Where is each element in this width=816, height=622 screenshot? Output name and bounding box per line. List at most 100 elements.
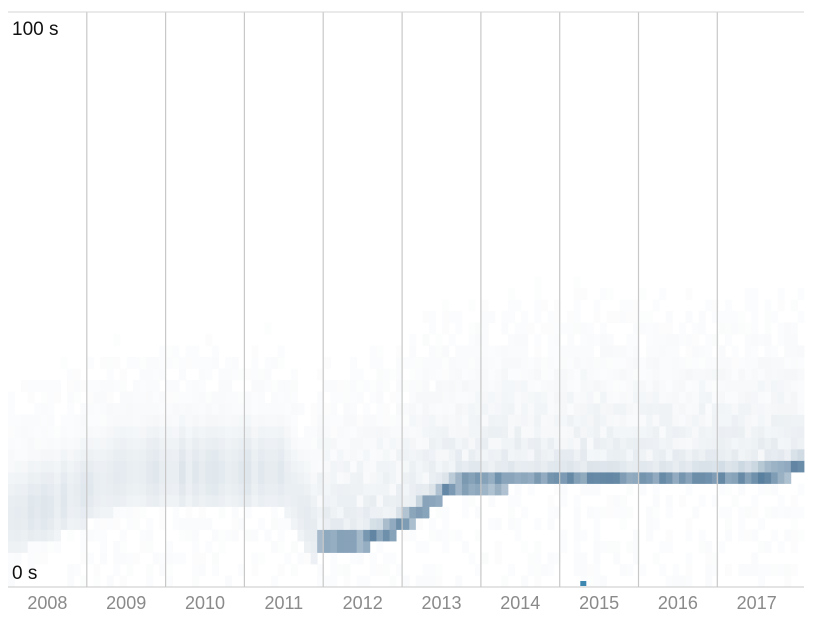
heatmap-cell [514,403,522,415]
heatmap-cell [652,368,660,381]
heatmap-cell [580,288,588,300]
heatmap-cell [330,426,338,438]
heatmap-cell [323,575,331,588]
heatmap-cell [757,541,765,553]
heatmap-cell [501,483,509,496]
heatmap-cell [619,518,627,530]
heatmap-cell [692,472,700,484]
heatmap-cell [481,552,489,565]
heatmap-cell [422,426,430,438]
heatmap-cell [659,426,667,438]
heatmap-cell [297,518,305,530]
heatmap-cell [646,334,654,346]
heatmap-cell [468,380,476,392]
heatmap-cell [613,426,621,438]
heatmap-cell [211,483,219,496]
heatmap-cell [606,414,614,427]
heatmap-cell [692,391,700,404]
heatmap-cell [205,426,213,438]
heatmap-cell [231,449,239,461]
heatmap-cell [777,564,785,576]
heatmap-cell [751,472,759,484]
heatmap-cell [586,403,594,415]
heatmap-cell [54,518,62,530]
heatmap-cell [317,575,325,588]
heatmap-cell [264,368,272,381]
heatmap-cell [560,368,568,381]
heatmap-cell [698,414,706,427]
heatmap-cell [218,414,226,427]
heatmap-cell [606,460,614,473]
heatmap-cell [350,449,358,461]
heatmap-cell [113,426,121,438]
heatmap-cell [659,460,667,473]
heatmap-cell [93,564,101,576]
heatmap-cell [606,334,614,346]
heatmap-cell [455,460,463,473]
heatmap-cell [415,518,423,530]
heatmap-cell [192,403,200,415]
heatmap-cell [185,380,193,392]
heatmap-cell [284,483,292,496]
heatmap-cell [646,391,654,404]
heatmap-cell [139,495,147,507]
heatmap-cell [725,299,733,312]
heatmap-cell [488,472,496,484]
heatmap-cell [468,357,476,369]
heatmap-cell [679,391,686,404]
heatmap-cell [422,380,430,392]
heatmap-cell [527,357,535,369]
heatmap-cell [264,483,272,496]
heatmap-cell [514,437,522,450]
heatmap-cell [40,426,48,438]
heatmap-cell [192,472,200,484]
heatmap-cell [205,414,213,427]
heatmap-cell [198,426,206,438]
heatmap-cell [415,391,423,404]
heatmap-cell [547,437,555,450]
heatmap-cell [613,472,621,484]
heatmap-cell [93,518,101,530]
heatmap-cell [435,391,443,404]
heatmap-cell [244,529,252,542]
heatmap-cell [679,437,686,450]
heatmap-cell [396,449,404,461]
heatmap-cell [179,414,187,427]
heatmap-cell [665,322,673,335]
heatmap-cell [738,403,746,415]
heatmap-cell [60,495,68,507]
heatmap-cell [198,552,206,565]
heatmap-cell [350,403,358,415]
heatmap-cell [376,529,384,542]
heatmap-cell [304,460,312,473]
heatmap-cell [350,529,358,542]
heatmap-cell [665,472,673,484]
heatmap-cell [152,495,160,507]
heatmap-cell [672,345,680,358]
heatmap-cell [54,495,62,507]
heatmap-cell [679,403,686,415]
heatmap-cell [100,529,108,542]
heatmap-cell [8,483,15,496]
heatmap-cell [777,414,785,427]
heatmap-cell [659,541,667,553]
heatmap-cell [422,391,430,404]
heatmap-cell [192,529,200,542]
outlier-points [580,581,587,586]
heatmap-cell [593,483,601,496]
heatmap-cell [363,518,371,530]
heatmap-cell [21,437,29,450]
heatmap-cell [179,368,187,381]
heatmap-cell [514,529,522,542]
heatmap-cell [494,518,502,530]
heatmap-cell [310,495,318,507]
heatmap-cell [580,437,588,450]
heatmap-cell [67,426,75,438]
heatmap-cell [192,357,200,369]
heatmap-cell [554,483,561,496]
heatmap-cell [725,311,733,323]
heatmap-cell [527,380,535,392]
heatmap-cell [797,529,805,542]
heatmap-cell [179,426,187,438]
